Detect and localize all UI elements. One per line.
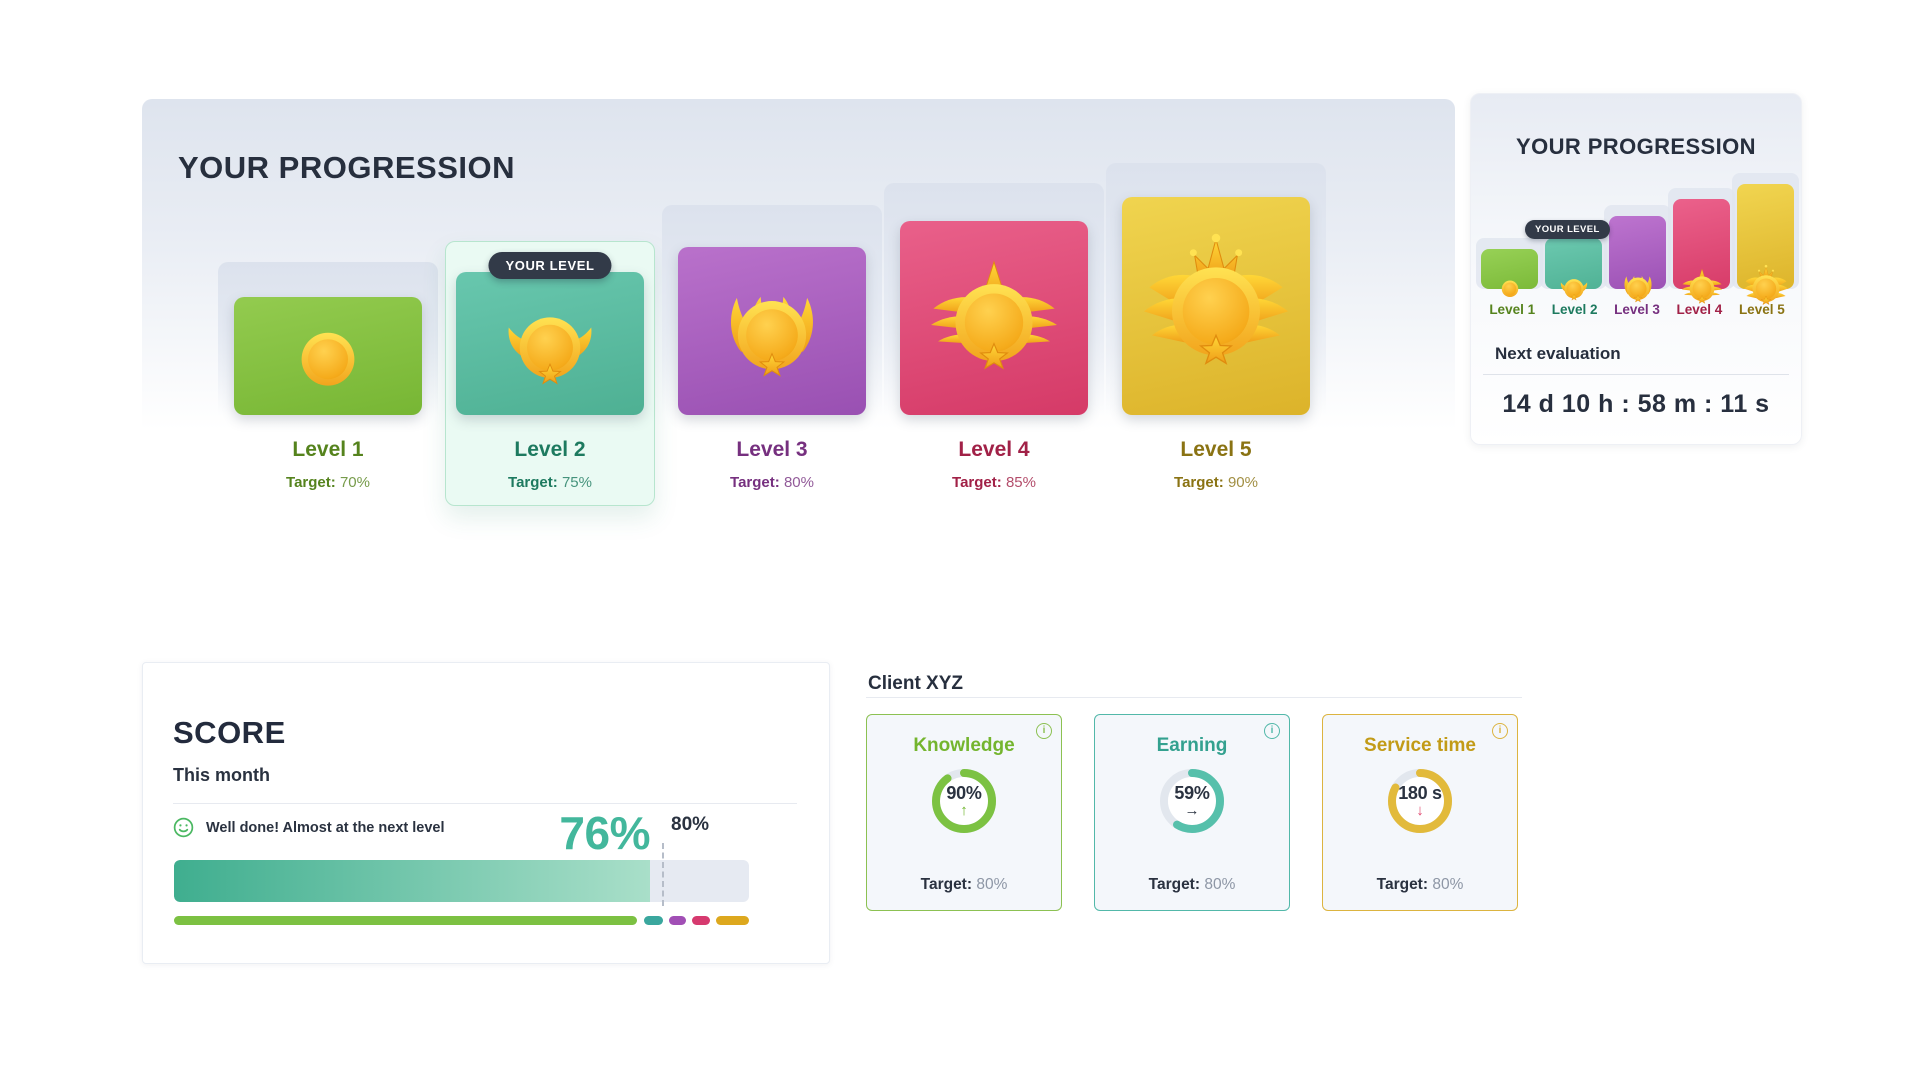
mini-label-level-1: Level 1 xyxy=(1489,302,1536,317)
score-divider xyxy=(173,803,797,804)
metric-value: 90% xyxy=(946,782,982,803)
info-icon[interactable]: i xyxy=(1036,723,1052,739)
trend-flat-arrow-icon: → xyxy=(1184,801,1200,819)
score-panel: SCORE This month Well done! Almost at th… xyxy=(142,662,830,964)
level-4-target: Target: 85% xyxy=(952,474,1036,491)
next-evaluation-countdown: 14 d 10 h : 58 m : 11 s xyxy=(1502,390,1770,418)
levels-row: Level 1 Target: 70% YOUR LEVEL Level 2 T… xyxy=(218,99,1338,559)
mini-level-labels: Level 1 Level 2 Level 3 Level 4 Level 5 xyxy=(1481,302,1793,317)
medal-level-3-icon xyxy=(710,269,834,393)
level-column-4: Level 4 Target: 85% xyxy=(884,99,1104,559)
next-evaluation-label: Next evaluation xyxy=(1495,344,1621,363)
level-1-label: Level 1 xyxy=(292,438,364,461)
level-column-3: Level 3 Target: 80% xyxy=(662,99,882,559)
medal-level-4-icon xyxy=(924,248,1064,388)
score-message-row: Well done! Almost at the next level xyxy=(173,817,445,838)
metric-cards-row: i Knowledge 90% ↑ Target: 80% i Earnin xyxy=(866,714,1518,911)
mini-bar-level-2 xyxy=(1540,227,1607,289)
mini-bar-level-1 xyxy=(1476,238,1543,289)
score-period-label: This month xyxy=(173,765,270,785)
mini-label-level-3: Level 3 xyxy=(1614,302,1660,317)
level-2-label: Level 2 xyxy=(514,438,586,461)
metric-title: Knowledge xyxy=(913,735,1015,756)
level-1-card xyxy=(234,297,422,415)
info-icon[interactable]: i xyxy=(1264,723,1280,739)
score-level-segments xyxy=(174,916,749,925)
your-level-badge-mini: YOUR LEVEL xyxy=(1525,220,1610,239)
metric-target: Target: 80% xyxy=(1376,876,1464,893)
metric-card-earning: i Earning 59% → Target: 80% xyxy=(1094,714,1290,911)
progression-panel: YOUR PROGRESSION Level 1 Target: 70% YOU… xyxy=(142,99,1455,559)
trend-down-arrow-icon: ↓ xyxy=(1416,801,1424,819)
donut-center: 90% ↑ xyxy=(929,766,999,836)
segment-level-5 xyxy=(715,916,749,925)
level-column-1: Level 1 Target: 70% xyxy=(218,99,438,559)
mini-medal-level-2-icon xyxy=(1556,270,1591,305)
info-icon[interactable]: i xyxy=(1492,723,1508,739)
level-5-card xyxy=(1122,197,1310,415)
score-value: 76% xyxy=(559,807,650,859)
metric-title: Earning xyxy=(1156,735,1228,756)
level-4-label: Level 4 xyxy=(958,438,1030,461)
mini-label-level-5: Level 5 xyxy=(1738,302,1785,317)
your-level-badge: YOUR LEVEL xyxy=(488,252,612,279)
mini-medal-level-1-icon xyxy=(1495,273,1525,303)
mini-label-level-2: Level 2 xyxy=(1551,302,1598,317)
score-title: SCORE xyxy=(173,714,286,750)
progression-summary-panel: YOUR PROGRESSION YOUR LEVEL Level 1 Leve… xyxy=(1470,93,1802,445)
metric-card-service-time: i Service time 180 s ↓ Target: 80% xyxy=(1322,714,1518,911)
client-section: Client XYZ i Knowledge 90% ↑ Target: 80% xyxy=(866,648,1522,964)
score-progress-track xyxy=(174,860,749,902)
donut-chart xyxy=(1160,769,1224,833)
segment-level-1 xyxy=(174,916,638,925)
mini-bar-level-5 xyxy=(1732,173,1799,289)
level-2-target: Target: 75% xyxy=(508,474,592,491)
level-3-target: Target: 80% xyxy=(730,474,814,491)
donut-center: 180 s ↓ xyxy=(1385,766,1455,836)
score-progress-fill xyxy=(174,860,651,902)
score-target-marker-line xyxy=(661,843,664,906)
level-5-target: Target: 90% xyxy=(1174,474,1258,491)
level-4-card xyxy=(900,221,1088,415)
mini-label-level-4: Level 4 xyxy=(1676,302,1723,317)
mini-bar-level-4 xyxy=(1668,188,1735,289)
level-3-card xyxy=(678,247,866,415)
level-3-label: Level 3 xyxy=(736,438,808,461)
segment-level-2 xyxy=(644,916,663,925)
medal-level-5-icon xyxy=(1136,226,1296,386)
earning-donut: 59% → xyxy=(1157,766,1227,836)
trend-up-arrow-icon: ↑ xyxy=(960,801,968,819)
donut-center: 59% → xyxy=(1157,766,1227,836)
service-time-donut: 180 s ↓ xyxy=(1385,766,1455,836)
level-column-5: Level 5 Target: 90% xyxy=(1106,99,1326,559)
level-5-label: Level 5 xyxy=(1180,438,1252,461)
smiley-icon xyxy=(173,817,194,838)
mini-bar-level-3 xyxy=(1604,205,1671,289)
level-column-2-current: YOUR LEVEL Level 2 Target: 75% xyxy=(440,99,660,559)
client-divider xyxy=(866,697,1522,698)
knowledge-donut: 90% ↑ xyxy=(929,766,999,836)
donut-chart xyxy=(1388,769,1452,833)
score-message: Well done! Almost at the next level xyxy=(206,819,445,836)
metric-value: 180 s xyxy=(1398,782,1442,803)
client-heading: Client XYZ xyxy=(868,673,964,694)
medal-level-1-icon xyxy=(280,308,376,404)
donut-chart xyxy=(932,769,996,833)
score-target-marker-label: 80% xyxy=(671,814,710,835)
level-2-card xyxy=(456,272,644,415)
metric-target: Target: 80% xyxy=(920,876,1008,893)
level-1-target: Target: 70% xyxy=(286,474,370,491)
progression-summary-title: YOUR PROGRESSION xyxy=(1516,134,1756,160)
segment-level-3 xyxy=(668,916,687,925)
metric-title: Service time xyxy=(1364,735,1476,756)
segment-level-4 xyxy=(692,916,710,925)
medal-level-2-icon xyxy=(495,289,605,399)
progression-title: YOUR PROGRESSION xyxy=(178,149,515,185)
metric-value: 59% xyxy=(1174,782,1210,803)
side-panel-divider xyxy=(1483,374,1789,375)
metric-card-knowledge: i Knowledge 90% ↑ Target: 80% xyxy=(866,714,1062,911)
metric-target: Target: 80% xyxy=(1148,876,1236,893)
